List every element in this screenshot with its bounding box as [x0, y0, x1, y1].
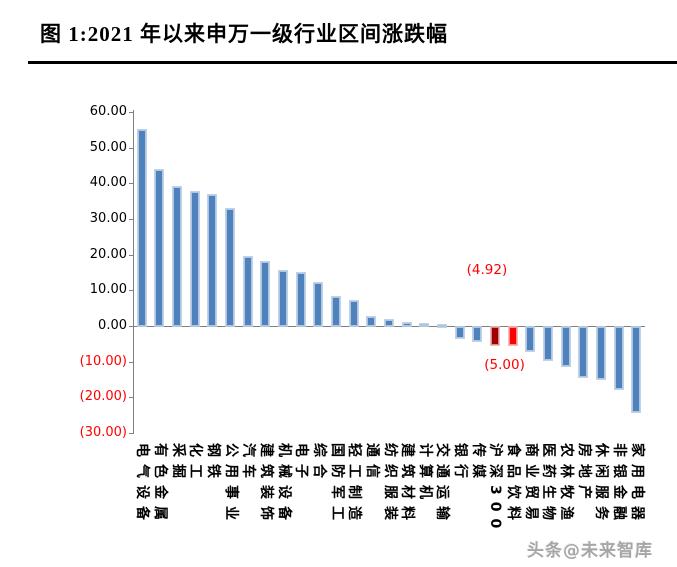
bar-农林牧渔 — [560, 326, 571, 367]
x-label-银行: 银行 — [452, 443, 469, 485]
y-tick-label: 40.00 — [89, 175, 127, 191]
bar-建筑装饰 — [260, 261, 271, 327]
x-label-机械设备: 机械设备 — [275, 443, 292, 527]
y-tick-mark — [129, 254, 133, 256]
bar-机械设备 — [278, 269, 289, 327]
bar-有色金属 — [154, 168, 165, 327]
y-tick-mark — [129, 111, 133, 113]
x-label-非银金融: 非银金融 — [611, 443, 628, 527]
y-tick-label: (20.00) — [79, 389, 127, 405]
x-label-汽车: 汽车 — [240, 443, 257, 485]
y-tick-mark — [129, 183, 133, 185]
x-label-休闲服务: 休闲服务 — [593, 443, 610, 527]
x-label-公用事业: 公用事业 — [222, 443, 239, 527]
x-label-房地产: 房地产 — [575, 443, 592, 506]
x-label-建筑材料: 建筑材料 — [399, 443, 416, 527]
x-label-有色金属: 有色金属 — [151, 443, 168, 527]
x-label-医药生物: 医药生物 — [540, 443, 557, 527]
y-tick-label: 50.00 — [89, 139, 127, 155]
watermark: 头条@未来智库 — [527, 541, 653, 561]
x-label-传媒: 传媒 — [469, 443, 486, 485]
bar-沪深300 — [489, 326, 500, 346]
x-label-交通运输: 交通运输 — [434, 443, 451, 527]
bar-非银金融 — [613, 325, 624, 391]
x-label-国防军工: 国防军工 — [328, 443, 345, 527]
title-underline — [28, 61, 677, 64]
bar-钢铁 — [207, 194, 218, 327]
bar-纺织服装 — [384, 319, 394, 327]
y-tick-mark — [129, 147, 133, 149]
bar-化工 — [189, 191, 200, 327]
bar-房地产 — [578, 326, 589, 378]
bar-食品饮料 — [507, 326, 518, 346]
bar-汽车 — [242, 256, 253, 327]
y-tick-label: 20.00 — [89, 246, 127, 262]
x-label-综合: 综合 — [310, 443, 327, 485]
bar-银行 — [454, 325, 465, 340]
x-label-食品饮料: 食品饮料 — [505, 443, 522, 527]
bar-电气设备 — [136, 128, 147, 327]
bar-通信 — [366, 316, 377, 327]
x-label-农林牧渔: 农林牧渔 — [558, 443, 575, 527]
x-label-通信: 通信 — [363, 443, 380, 485]
y-tick-mark — [129, 397, 133, 399]
x-label-化工: 化工 — [187, 443, 204, 485]
bar-国防军工 — [331, 295, 342, 327]
x-label-钢铁: 钢铁 — [204, 443, 221, 485]
bar-建筑材料 — [401, 321, 412, 328]
bar-采掘 — [172, 186, 183, 327]
bar-家用电器 — [631, 325, 642, 414]
y-tick-mark — [129, 218, 133, 220]
y-tick-mark — [129, 326, 133, 327]
y-tick-mark — [129, 290, 133, 292]
x-label-电子: 电子 — [293, 443, 310, 485]
x-label-沪深300: 沪深300 — [487, 443, 504, 536]
x-label-家用电器: 家用电器 — [628, 443, 645, 527]
x-label-轻工制造: 轻工制造 — [346, 443, 363, 527]
x-label-计算机: 计算机 — [416, 443, 433, 506]
y-tick-label: 0.00 — [98, 318, 127, 333]
x-axis-zero-line — [133, 326, 645, 327]
bar-电子 — [295, 271, 306, 327]
bar-交通运输 — [436, 323, 447, 328]
bar-轻工制造 — [348, 299, 359, 327]
y-tick-label: 60.00 — [89, 103, 127, 119]
data-label-食品饮料: (5.00) — [484, 357, 525, 373]
y-tick-label: (30.00) — [79, 425, 127, 440]
bar-公用事业 — [225, 208, 236, 327]
bar-传媒 — [472, 326, 483, 342]
y-tick-label: 10.00 — [89, 282, 127, 298]
bar-计算机 — [419, 323, 430, 328]
y-tick-mark — [129, 361, 133, 363]
x-label-纺织服装: 纺织服装 — [381, 443, 398, 527]
data-label-沪深300: (4.92) — [466, 262, 508, 278]
y-tick-label: (10.00) — [79, 353, 127, 369]
y-tick-label: 30.00 — [89, 210, 127, 226]
x-label-建筑装饰: 建筑装饰 — [257, 443, 274, 527]
figure-title: 图 1:2021 年以来申万一级行业区间涨跌幅 — [40, 22, 448, 46]
x-label-采掘: 采掘 — [169, 443, 186, 485]
bar-chart: 头条@未来智库 60.00 50.00 40.00 30.00 20.00 10.00 0.… — [0, 70, 677, 567]
x-label-商业贸易: 商业贸易 — [522, 443, 539, 527]
bar-商业贸易 — [525, 326, 536, 352]
y-axis-line — [133, 110, 134, 434]
bar-医药生物 — [542, 325, 553, 362]
x-label-电气设备: 电气设备 — [134, 443, 151, 527]
bar-综合 — [313, 282, 324, 327]
y-tick-mark — [129, 433, 133, 434]
bar-休闲服务 — [595, 325, 606, 381]
